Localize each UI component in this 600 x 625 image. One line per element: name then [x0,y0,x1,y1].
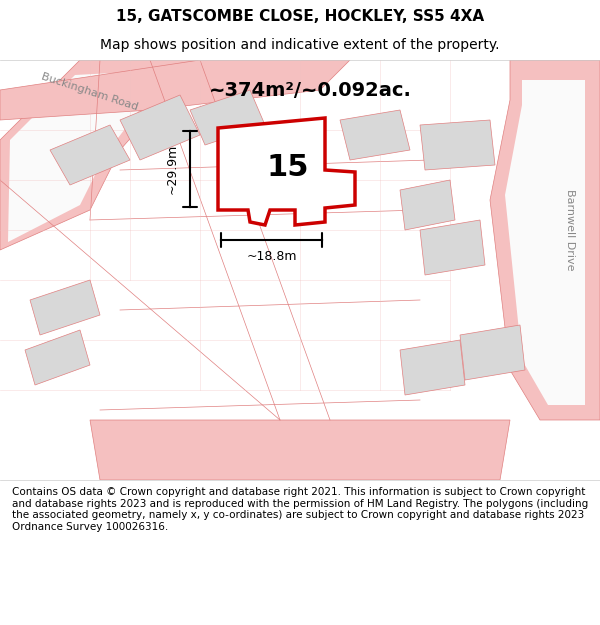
Text: 15, GATSCOMBE CLOSE, HOCKLEY, SS5 4XA: 15, GATSCOMBE CLOSE, HOCKLEY, SS5 4XA [116,9,484,24]
Text: ~29.9m: ~29.9m [166,144,179,194]
Polygon shape [8,70,170,242]
Polygon shape [340,110,410,160]
Polygon shape [420,220,485,275]
Polygon shape [30,280,100,335]
Text: 15: 15 [267,154,309,182]
Polygon shape [420,120,495,170]
Text: Buckingham Road: Buckingham Road [40,72,140,112]
Text: Contains OS data © Crown copyright and database right 2021. This information is : Contains OS data © Crown copyright and d… [12,488,588,532]
Polygon shape [460,325,525,380]
Polygon shape [505,80,585,405]
Polygon shape [90,420,510,480]
Polygon shape [120,95,200,160]
Polygon shape [190,90,265,145]
Text: ~374m²/~0.092ac.: ~374m²/~0.092ac. [209,81,412,99]
Polygon shape [400,180,455,230]
Polygon shape [218,118,355,225]
Polygon shape [50,125,130,185]
Polygon shape [0,60,200,250]
Text: ~18.8m: ~18.8m [246,249,297,262]
Polygon shape [0,60,350,120]
Polygon shape [400,340,465,395]
Text: Barnwell Drive: Barnwell Drive [565,189,575,271]
Polygon shape [238,138,315,195]
Polygon shape [490,60,600,420]
Polygon shape [25,330,90,385]
Text: Map shows position and indicative extent of the property.: Map shows position and indicative extent… [100,38,500,52]
